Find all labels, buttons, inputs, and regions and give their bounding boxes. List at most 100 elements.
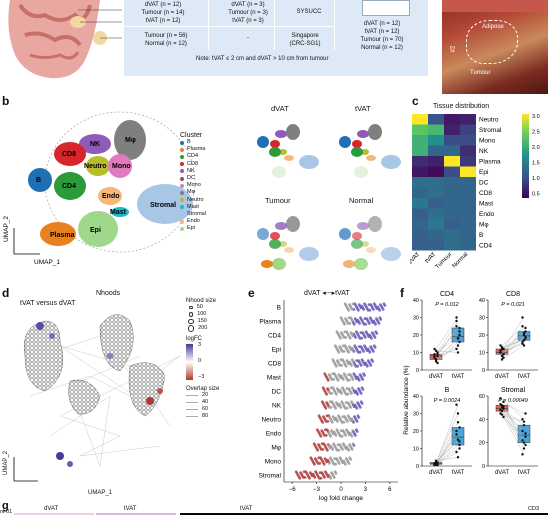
umap-blob	[275, 222, 287, 230]
heatmap-row-label: Neutro	[479, 117, 499, 124]
umap-blob	[275, 130, 287, 138]
beeswarm-point	[355, 406, 359, 410]
legend-label: B	[187, 139, 191, 145]
dotplot-point	[521, 418, 524, 421]
heatmap-row-label: CD4	[479, 243, 492, 250]
panel-label-c: c	[412, 94, 419, 108]
beeswarm-point	[351, 378, 355, 381]
logfc-tick: 0	[198, 358, 202, 364]
beeswarm-point	[347, 362, 351, 366]
table-row2-col1: Tumour (n = 56) Normal (n = 12)	[128, 32, 204, 48]
dotplot-point	[455, 450, 458, 454]
beeswarm-point	[365, 349, 369, 352]
dotplot-ytick: 10	[479, 351, 485, 357]
legend-swatch	[180, 183, 184, 188]
beeswarm-point	[337, 462, 341, 465]
beeswarm-point	[336, 443, 340, 446]
table-cell: dVAT (n = 3)	[231, 2, 265, 8]
umap-label: CD4	[62, 183, 76, 190]
beeswarm-point	[355, 377, 358, 380]
dotplot-point	[502, 356, 505, 359]
dotplot-ytick: 30	[479, 316, 485, 322]
nhood-size-label: 100	[197, 311, 207, 317]
logfc-title: logFC	[186, 336, 203, 342]
beeswarm-point	[351, 302, 355, 306]
beeswarm-point	[341, 461, 345, 464]
legend-item: CD8	[180, 161, 206, 168]
logfc-colorbar	[186, 344, 193, 380]
dotplot-point	[455, 316, 458, 319]
beeswarm-point	[350, 364, 353, 367]
beeswarm-point	[375, 307, 379, 310]
cluster-neutro	[86, 156, 110, 176]
beeswarm-row-label: Mast	[267, 375, 281, 382]
dotplot-point	[456, 438, 460, 441]
beeswarm-point	[339, 336, 342, 340]
dotplot-point	[524, 432, 527, 435]
small-umap-title-tumour: Tumour	[265, 196, 291, 205]
beeswarm-point	[298, 476, 302, 480]
dotplot-point	[524, 412, 527, 415]
beeswarm-xtick: 0	[339, 487, 343, 493]
dotplot-xtick: tVAT	[452, 374, 465, 380]
cluster-b	[28, 168, 52, 192]
legend-swatch	[180, 147, 184, 152]
dotplot-ytick: 20	[413, 333, 419, 339]
umap-blob	[354, 166, 368, 178]
heatmap-cell	[412, 124, 428, 135]
dotplot-point	[521, 453, 524, 456]
dotplot-point	[524, 335, 527, 338]
dotplot-point	[521, 316, 524, 319]
table-col1: dVAT (n = 12) Tumour (n = 14) tVAT (n = …	[128, 1, 198, 25]
beeswarm-point	[354, 364, 358, 368]
panel-label-f: f	[400, 286, 404, 300]
dotplot-point	[456, 412, 460, 415]
photo-label-tumour: Tumour	[470, 70, 491, 76]
small-umap-tumour	[257, 216, 319, 270]
beeswarm-point	[325, 414, 329, 418]
beeswarm-point	[321, 420, 324, 424]
umap-blob	[269, 239, 281, 249]
table-row2-col2: -	[247, 35, 249, 41]
dotplot-point	[456, 351, 460, 354]
beeswarm-plot: B Plasma CD4 Epi CD8 Mast DC NK Neutro Endo Mφ Mono…	[259, 300, 398, 502]
beeswarm-point	[341, 415, 345, 418]
table-site-singapore: Singapore (CRC-SG1)	[276, 32, 334, 48]
umap-blob	[351, 147, 363, 157]
overlap-title: Overlap size	[186, 386, 220, 392]
legend-swatch	[180, 191, 184, 196]
heatmap-cell	[444, 240, 460, 251]
dotplot-point	[522, 423, 526, 427]
g-label-tvat-fluor: tVAT	[240, 506, 253, 512]
umap-blob	[299, 155, 319, 169]
dotplot-ytick: 0	[416, 368, 419, 374]
umap-label: Epi	[90, 227, 101, 234]
dotplot-point	[436, 351, 439, 354]
heatmap-cell	[460, 166, 476, 177]
umap-blob	[352, 232, 362, 240]
heatmap-cell	[412, 187, 428, 198]
heatmap-row-label: CD8	[479, 190, 492, 197]
beeswarm-row-label: NK	[272, 403, 282, 410]
dotplot-pvalue: P = 0.021	[501, 302, 525, 308]
dotplot-point	[455, 403, 458, 406]
beeswarm-point	[308, 476, 311, 480]
dotplot-point	[456, 421, 460, 424]
legend-item: Mono	[180, 182, 206, 189]
table-cell: tVAT (n = 12)	[145, 18, 181, 24]
umap-blob	[272, 258, 286, 270]
beeswarm-point	[326, 475, 330, 478]
beeswarm-point	[333, 418, 337, 422]
nhood-size-item: 50	[186, 304, 242, 311]
dotplot-point	[521, 439, 524, 442]
beeswarm-point	[323, 476, 326, 479]
umap-label: Mφ	[125, 137, 136, 144]
beeswarm-point	[322, 462, 326, 466]
beeswarm-xtick: 6	[388, 487, 392, 493]
beeswarm-point	[325, 392, 329, 396]
beeswarm-point	[346, 322, 350, 325]
logfc-tick: −3	[198, 374, 205, 380]
beeswarm-point	[319, 434, 323, 438]
dotplot-point	[434, 358, 438, 361]
umap-label: Mono	[112, 163, 131, 170]
